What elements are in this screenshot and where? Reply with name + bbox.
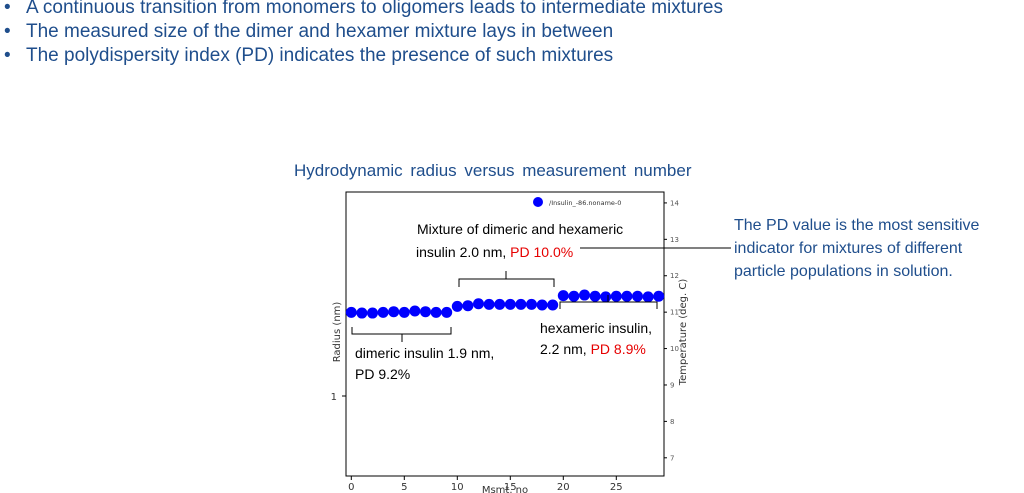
- data-point: [356, 307, 368, 319]
- data-point: [430, 306, 442, 318]
- data-point: [579, 289, 590, 301]
- data-point: [536, 299, 548, 311]
- mixture-label-line1: Mixture of dimeric and hexameric: [417, 221, 623, 237]
- y2-tick-label: 10: [670, 345, 679, 353]
- dimeric-pd-text: PD 9.2%: [355, 366, 410, 382]
- y-axis-label: Radius (nm): [332, 302, 343, 363]
- bullet-list: • A continuous transition from monomers t…: [0, 0, 723, 68]
- x-tick-label: 15: [504, 482, 517, 493]
- data-point: [409, 305, 421, 317]
- data-point: [483, 298, 495, 310]
- x-tick-label: 10: [451, 482, 464, 493]
- y2-tick-label: 9: [670, 381, 674, 389]
- x-tick-label: 0: [348, 482, 354, 493]
- x-tick-label: 20: [557, 482, 570, 493]
- bullet-text: The polydispersity index (PD) indicates …: [26, 45, 614, 66]
- y2-tick-label: 7: [670, 454, 674, 462]
- side-note: The PD value is the most sensitive indic…: [734, 214, 979, 283]
- plot-area: [345, 191, 665, 477]
- mixture-pd-text: PD 10.0%: [510, 244, 573, 260]
- dimeric-annotation: dimeric insulin 1.9 nm, PD 9.2%: [351, 327, 494, 382]
- hexameric-annotation: hexameric insulin, 2.2 nm, PD 8.9%: [540, 295, 658, 357]
- data-point: [345, 306, 357, 318]
- legend-marker: [533, 197, 543, 207]
- legend: /Insulin_-86.noname-0: [533, 197, 621, 207]
- x-tick-label: 25: [610, 482, 623, 493]
- y2-axis-label: Temperature (deg. C): [678, 279, 689, 387]
- legend-label: /Insulin_-86.noname-0: [549, 199, 621, 207]
- data-point: [377, 306, 389, 318]
- bullet-item: • The measured size of the dimer and hexa…: [0, 20, 723, 44]
- y2-tick-label: 11: [670, 309, 679, 317]
- side-note-line: particle populations in solution.: [734, 263, 953, 280]
- data-point: [398, 306, 410, 318]
- dimeric-label-line1: dimeric insulin 1.9 nm,: [355, 345, 494, 361]
- data-point: [557, 290, 569, 302]
- chart-title: Hydrodynamic radius versus measurement n…: [294, 161, 692, 180]
- bullet-glyph: •: [4, 21, 11, 42]
- data-point: [621, 290, 633, 302]
- mixture-label-line2: insulin 2.0 nm, PD 10.0%: [416, 244, 573, 260]
- x-tick-label: 5: [401, 482, 407, 493]
- data-points: [345, 289, 665, 319]
- bullet-text: A continuous transition from monomers to…: [26, 0, 723, 18]
- left-radius-axis: 1: [331, 392, 346, 403]
- x-axis-label: Msmt. no: [482, 485, 528, 493]
- hexameric-label-line1: hexameric insulin,: [540, 320, 652, 336]
- data-point: [632, 290, 643, 302]
- data-point: [441, 306, 453, 318]
- data-point: [568, 290, 580, 302]
- y2-tick-label: 12: [670, 272, 679, 280]
- data-point: [515, 298, 527, 310]
- data-point: [462, 300, 474, 312]
- right-temperature-axis: 7 8 9 10 11 12 13 14: [664, 199, 679, 462]
- hexameric-pd-text: PD 8.9%: [591, 341, 646, 357]
- bullet-item: • The polydispersity index (PD) indicates…: [0, 44, 723, 68]
- data-point: [589, 290, 601, 302]
- bullet-item: • A continuous transition from monomers t…: [0, 0, 723, 20]
- hexameric-size-text: 2.2 nm,: [540, 341, 587, 357]
- data-point: [451, 300, 463, 312]
- data-point: [388, 306, 400, 318]
- data-point: [653, 290, 665, 302]
- y-tick-label: 1: [331, 392, 337, 403]
- mixture-size-text: insulin 2.0 nm,: [416, 244, 506, 260]
- data-point: [547, 299, 559, 311]
- data-point: [504, 298, 516, 310]
- data-point: [494, 298, 506, 310]
- data-point: [610, 290, 622, 302]
- data-point: [367, 307, 378, 319]
- side-note-line: The PD value is the most sensitive: [734, 217, 980, 234]
- bullet-glyph: •: [4, 0, 11, 18]
- y2-tick-label: 8: [670, 418, 674, 426]
- hexameric-label-line2: 2.2 nm, PD 8.9%: [540, 341, 646, 357]
- side-note-line: indicator for mixtures of different: [734, 240, 963, 257]
- data-point: [600, 291, 612, 303]
- hexameric-brace: [559, 295, 658, 309]
- x-axis: 0 5 10 15 20 25: [348, 476, 623, 493]
- dimeric-brace: [351, 327, 452, 342]
- y2-tick-label: 14: [670, 199, 679, 207]
- data-point: [642, 291, 654, 303]
- data-point: [526, 298, 537, 310]
- bullet-glyph: •: [4, 45, 11, 66]
- mixture-brace: [458, 271, 555, 287]
- data-point: [473, 298, 484, 310]
- y2-tick-label: 13: [670, 236, 679, 244]
- mixture-annotation: Mixture of dimeric and hexameric insulin…: [416, 221, 731, 287]
- bullet-text: The measured size of the dimer and hexam…: [26, 21, 614, 42]
- data-point: [420, 306, 431, 318]
